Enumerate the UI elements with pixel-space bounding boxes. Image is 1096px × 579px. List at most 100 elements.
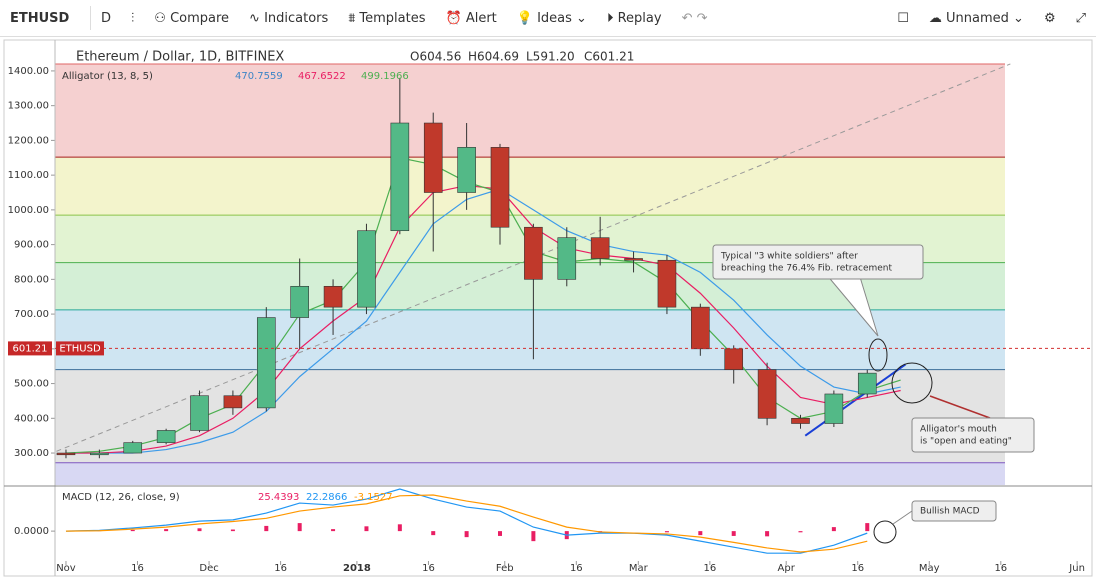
histogram-bar	[197, 528, 202, 532]
expand[interactable]: ⤢	[1075, 10, 1086, 26]
ohlc-value: L591.20	[526, 50, 575, 64]
histogram-bar	[531, 531, 536, 542]
histogram-bar	[798, 531, 803, 533]
histogram-bar	[698, 531, 703, 536]
callout-text: breaching the 76.4% Fib. retracement	[721, 264, 893, 274]
histogram-bar	[865, 523, 870, 532]
y-tick-label: 1000.00	[8, 205, 49, 216]
y-tick-label: 1100.00	[8, 170, 49, 181]
layout[interactable]: ☁ Unnamed ⌄	[928, 10, 1024, 26]
candle-body	[657, 259, 677, 308]
interval[interactable]: D	[101, 10, 112, 26]
candle-body	[857, 372, 877, 395]
histogram-bar	[230, 529, 235, 532]
candle-body	[423, 122, 443, 193]
compare[interactable]: ⚇ Compare	[154, 10, 230, 26]
fullscreen-box[interactable]: ☐	[897, 10, 909, 26]
x-tick-label: 16	[570, 563, 583, 574]
candle-body	[590, 237, 610, 259]
replay[interactable]: ⏵ Replay	[606, 10, 662, 26]
templates-label: Templates	[359, 10, 426, 26]
histogram-bar	[164, 529, 169, 532]
callout-pointer	[929, 395, 991, 419]
macd-value: 22.2866	[306, 492, 347, 503]
candle-body	[156, 430, 176, 443]
x-tick-label: Apr	[778, 563, 796, 574]
x-tick-label: 16	[131, 563, 144, 574]
y-tick-label: 300.00	[14, 448, 49, 459]
alert[interactable]: ⏰ Alert	[445, 10, 497, 26]
indicator-value: 467.6522	[298, 71, 346, 82]
y-tick-label: 800.00	[14, 274, 49, 285]
histogram-bar	[498, 531, 503, 536]
ohlc-value: H604.69	[468, 50, 519, 64]
x-tick-label: Jun	[1068, 563, 1085, 574]
callout-text: Bullish MACD	[920, 507, 980, 517]
candle-body	[223, 395, 243, 409]
histogram-bar	[831, 527, 836, 532]
chart: 300.00400.00500.00600.00700.00800.00900.…	[3, 39, 1093, 577]
callout-text: Typical "3 white soldiers" after	[720, 252, 858, 262]
callout-box	[911, 417, 1035, 453]
chart-border	[3, 39, 1093, 577]
callout-box	[712, 244, 924, 280]
histogram-bar	[264, 525, 269, 532]
indicators[interactable]: ∿ Indicators	[249, 10, 329, 26]
ideas[interactable]: 💡 Ideas ⌄	[516, 10, 587, 26]
y-tick-label: 400.00	[14, 413, 49, 424]
fib-band	[55, 309, 1005, 370]
histogram-bar	[731, 531, 736, 536]
candle-body	[524, 226, 543, 280]
candle-body	[56, 452, 76, 456]
indicator-value: 499.1966	[361, 71, 409, 82]
histogram-bar	[331, 529, 336, 532]
indicator-value: 470.7559	[235, 71, 283, 82]
candle-body	[791, 418, 810, 424]
settings[interactable]: ⚙	[1043, 10, 1056, 26]
toolbar: ETHUSD D ⫶ ⚇ Compare ∿ Indicators ⩩ Temp…	[0, 0, 1096, 37]
candle-body	[357, 230, 376, 308]
candle-body	[557, 237, 577, 280]
y-tick-label: 500.00	[14, 379, 49, 390]
layout-label: Unnamed	[946, 10, 1009, 26]
alligator-line	[65, 188, 901, 454]
candle-body	[457, 147, 476, 193]
x-tick-label: May	[919, 563, 940, 574]
x-tick-label: 16	[703, 563, 716, 574]
candle-body	[724, 348, 744, 370]
candle-body	[190, 395, 209, 431]
y-tick-label: 1400.00	[8, 66, 49, 77]
candle-body	[323, 285, 343, 308]
ohlc-value: O604.56	[410, 50, 461, 64]
histogram-bar	[765, 531, 770, 537]
macd-line	[65, 494, 868, 553]
callout-text: is "open and eating"	[920, 437, 1012, 447]
fib-band	[55, 157, 1005, 216]
callout-pointer	[828, 276, 879, 337]
indicator-title: Alligator (13, 8, 5)	[62, 71, 153, 82]
x-tick-label: 16	[274, 563, 287, 574]
symbol-box	[56, 341, 104, 356]
histogram-bar	[130, 529, 135, 532]
last-price-box	[8, 341, 52, 356]
x-tick-label: 16	[994, 563, 1007, 574]
fib-band	[55, 63, 1005, 158]
y-tick-label: 900.00	[14, 240, 49, 251]
histogram-bar	[297, 523, 302, 532]
macd-value: 25.4393	[258, 492, 299, 503]
candle-body	[256, 317, 276, 409]
chart-style[interactable]: ⫶	[131, 10, 135, 26]
chart-title: Ethereum / Dollar, 1D, BITFINEX	[76, 50, 284, 65]
fib-band	[55, 369, 1005, 463]
callout-circle	[868, 338, 888, 372]
x-tick-label: Nov	[56, 563, 76, 574]
callout-circle	[873, 520, 897, 544]
symbol[interactable]: ETHUSD	[10, 10, 70, 26]
candle-body	[624, 258, 643, 261]
undo[interactable]: ↶ ↷	[681, 10, 708, 26]
x-tick-label: Feb	[496, 563, 514, 574]
templates[interactable]: ⩩ Templates	[348, 10, 426, 26]
x-tick-label: Dec	[199, 563, 218, 574]
indicators-label: Indicators	[264, 10, 329, 26]
